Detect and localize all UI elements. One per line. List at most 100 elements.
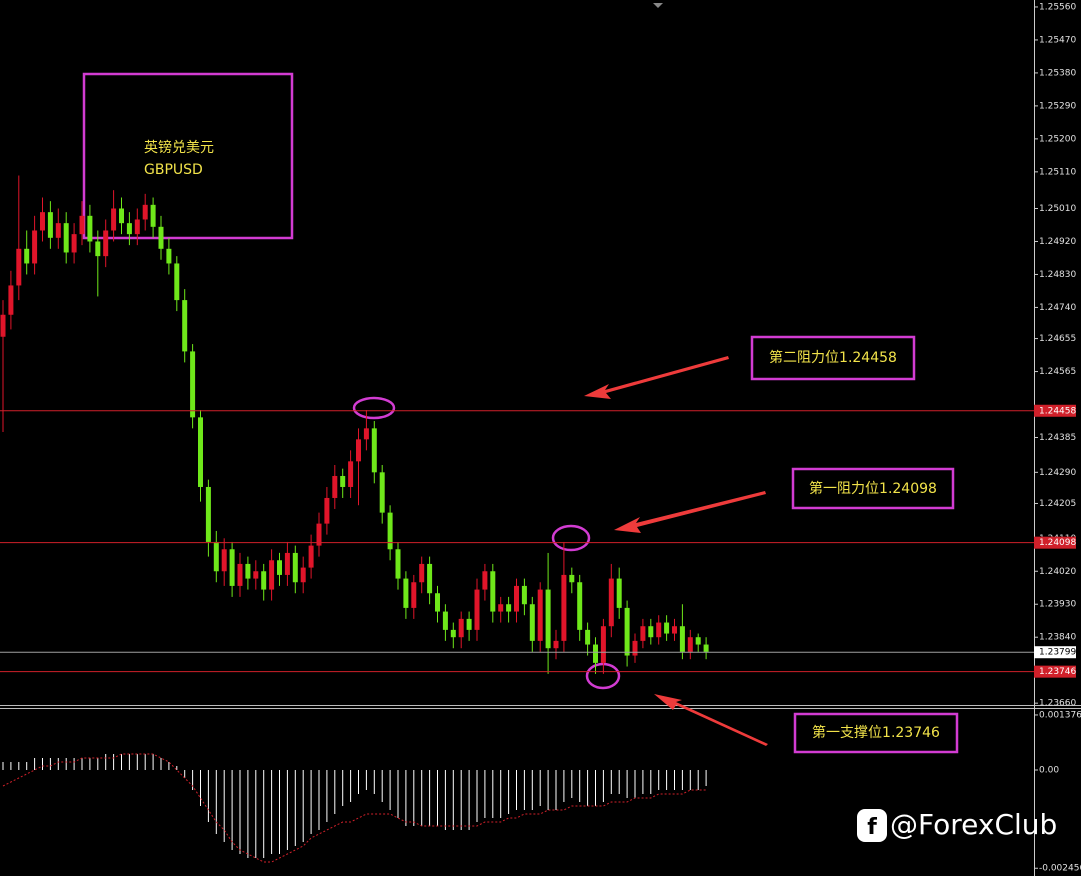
y-tick-label: 1.25470 <box>1039 35 1076 45</box>
arrow <box>654 694 768 746</box>
candle-body <box>648 626 654 638</box>
candle-body <box>640 626 646 641</box>
level-label: 1.23799 <box>1039 648 1076 658</box>
watermark-icon <box>857 809 887 842</box>
y-tick-label: 1.23840 <box>1039 633 1076 643</box>
y-tick-label: 1.23660 <box>1039 699 1076 709</box>
candle-body <box>103 230 109 257</box>
arrow <box>614 491 766 533</box>
candle-body <box>569 574 575 583</box>
level-label-bg <box>1034 404 1076 417</box>
y-tick-label: 1.24385 <box>1039 433 1076 443</box>
candle-body <box>687 637 693 652</box>
candle-body <box>40 212 45 231</box>
candle-body <box>656 622 662 638</box>
y-tick-label: 1.25010 <box>1039 204 1076 214</box>
annotation-text: 英镑兑美元 <box>144 139 214 156</box>
candle-body <box>150 204 156 227</box>
candle-body <box>237 563 243 586</box>
y-tick-label: 1.24920 <box>1039 237 1076 247</box>
candle-body <box>95 241 101 257</box>
candle-body <box>340 475 346 487</box>
level-label: 1.24098 <box>1039 538 1076 548</box>
candle-body <box>427 563 433 594</box>
candle-body <box>142 204 148 220</box>
candle-body <box>134 219 140 235</box>
candle-body <box>442 611 448 630</box>
candle-body <box>24 248 30 264</box>
annotation-box <box>791 467 955 510</box>
candle-body <box>308 545 314 568</box>
arrow <box>584 356 729 399</box>
candle-body <box>47 212 53 238</box>
candle-body <box>300 567 306 583</box>
candle-body <box>664 622 670 634</box>
candle-body <box>585 629 591 645</box>
candle-body <box>435 593 440 612</box>
candle-body <box>111 208 117 231</box>
candle-body <box>498 604 504 612</box>
candle-body <box>419 563 425 583</box>
candle-body <box>371 428 377 473</box>
candle-body <box>245 563 251 579</box>
candle-body <box>553 640 559 649</box>
candle-body <box>672 626 677 634</box>
candle-body <box>363 428 369 440</box>
candle-body <box>126 223 132 235</box>
candle-body <box>166 248 172 264</box>
candle-body <box>79 215 85 235</box>
y-tick-label: 1.24655 <box>1039 334 1076 344</box>
candle-body <box>87 215 93 242</box>
candle-body <box>16 248 22 286</box>
y-tick-label: 1.24740 <box>1039 303 1076 313</box>
candle-body <box>229 549 235 586</box>
candle-body <box>213 541 219 572</box>
annotation-box <box>793 712 959 754</box>
candle-body <box>261 571 267 590</box>
candle-body <box>63 223 69 253</box>
candle-body <box>632 640 638 656</box>
y-tick-label: 1.25380 <box>1039 68 1076 78</box>
watermark-icon-glyph: f <box>867 815 877 840</box>
annotation-text: 第一支撑位1.23746 <box>812 724 940 741</box>
candle-body <box>8 285 14 315</box>
candle-body <box>205 486 211 542</box>
candle-body <box>292 552 298 583</box>
candle-body <box>703 644 709 652</box>
candle-body <box>316 523 322 546</box>
candle-body <box>679 626 685 652</box>
candle-body <box>332 475 338 498</box>
candle-body <box>521 585 527 605</box>
y-tick-label: 1.23930 <box>1039 600 1076 610</box>
y-tick-label: 1.24205 <box>1039 499 1076 509</box>
candle-body <box>174 263 180 301</box>
y-tick-label: 1.25290 <box>1039 101 1076 111</box>
candle-body <box>119 208 124 224</box>
annotation-text: 第二阻力位1.24458 <box>769 349 897 366</box>
macd-tick-label: -0.002456 <box>1039 864 1081 874</box>
highlight-circle <box>551 524 591 552</box>
candle-body <box>545 589 551 649</box>
candle-body <box>608 578 614 627</box>
candle-body <box>600 626 606 663</box>
candle-body <box>514 585 519 612</box>
y-tick-label: 1.25110 <box>1039 167 1076 177</box>
annotation-text: 第一阻力位1.24098 <box>809 480 937 497</box>
candle-body <box>411 582 417 608</box>
level-label-bg <box>1034 665 1076 678</box>
candle-body <box>387 512 393 550</box>
highlight-circle <box>352 396 396 420</box>
candle-body <box>466 618 472 630</box>
candle-body <box>490 571 496 612</box>
level-label: 1.24458 <box>1039 406 1076 416</box>
y-tick-label: 1.24830 <box>1039 270 1076 280</box>
candle-body <box>356 439 361 462</box>
y-tick-label: 1.25200 <box>1039 134 1076 144</box>
candle-body <box>593 644 598 663</box>
candle-body <box>158 226 164 249</box>
y-tick-label: 1.24020 <box>1039 567 1076 577</box>
candle-body <box>458 618 464 638</box>
candle-body <box>450 629 456 638</box>
